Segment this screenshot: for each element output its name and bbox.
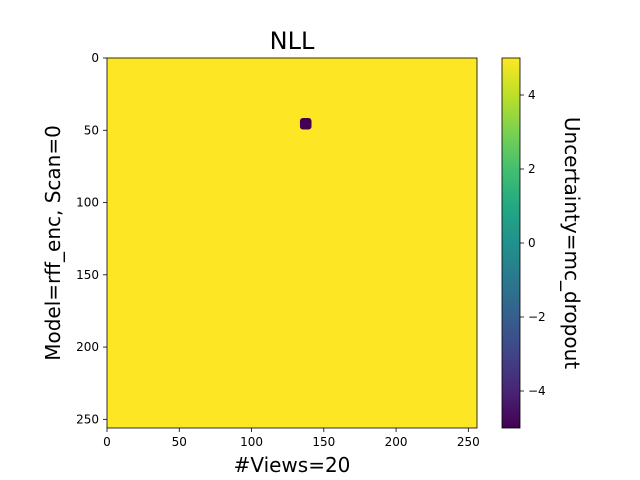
x-tick-label: 100	[240, 435, 263, 449]
x-tick-label: 250	[457, 435, 480, 449]
heatmap-spot	[299, 117, 312, 130]
colorbar-tick-label: 4	[528, 88, 536, 102]
colorbar-tick-label: 0	[528, 236, 536, 250]
y-tick-label: 0	[91, 51, 99, 65]
heatmap-background	[107, 58, 477, 428]
colorbar-tick-label: −2	[528, 310, 546, 324]
colorbar-tick-label: −4	[528, 384, 546, 398]
y-axis-ticks: 0 50 100 150 200 250	[76, 51, 107, 426]
chart-title: NLL	[270, 27, 315, 55]
y-tick-label: 150	[76, 268, 99, 282]
x-tick-label: 0	[103, 435, 111, 449]
x-tick-label: 200	[385, 435, 408, 449]
colorbar-tick-label: 2	[528, 162, 536, 176]
colorbar	[501, 57, 521, 429]
x-tick-label: 150	[312, 435, 335, 449]
x-tick-label: 50	[172, 435, 187, 449]
x-axis-label: #Views=20	[234, 453, 351, 477]
x-axis-ticks: 0 50 100 150 200 250	[103, 428, 480, 449]
y-tick-label: 100	[76, 196, 99, 210]
plot-frame	[106, 57, 478, 429]
y-tick-label: 50	[84, 123, 99, 137]
y-tick-label: 200	[76, 340, 99, 354]
y-axis-label: Model=rff_enc, Scan=0	[41, 125, 65, 361]
y-tick-label: 250	[76, 412, 99, 426]
colorbar-ticks: −4 −2 0 2 4	[520, 88, 546, 398]
colorbar-label: Uncertainty=mc_dropout	[560, 117, 584, 369]
